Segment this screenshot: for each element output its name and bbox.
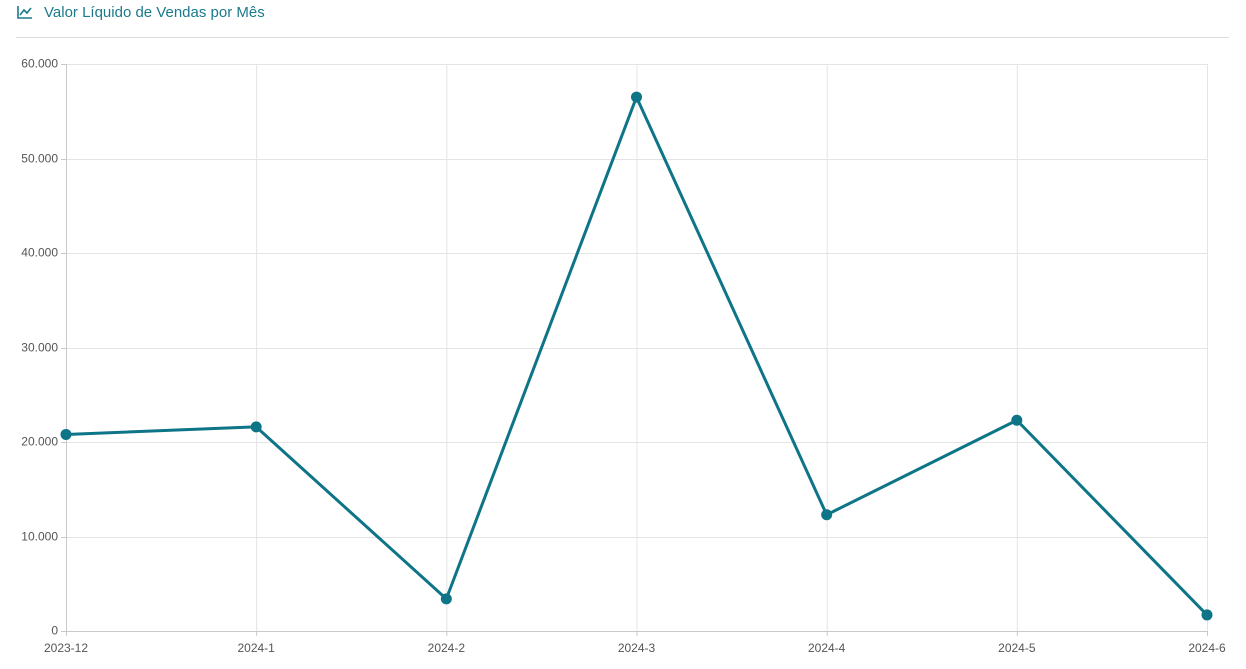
- x-tick-label: 2024-4: [808, 641, 846, 655]
- y-tick-label: 40.000: [21, 246, 58, 260]
- y-tick-label: 0: [51, 624, 58, 638]
- point: [1011, 414, 1023, 426]
- point: [631, 91, 642, 103]
- y-tick-label: 30.000: [21, 341, 58, 355]
- x-tick-label: 2024-2: [428, 641, 466, 655]
- x-tick-label: 2024-3: [618, 641, 656, 655]
- x-tick-label: 2023-12: [44, 641, 88, 655]
- point: [821, 509, 833, 521]
- y-tick-label: 60.000: [21, 57, 58, 71]
- y-tick-label: 20.000: [21, 435, 58, 449]
- y-tick-label: 50.000: [21, 152, 58, 166]
- chart-title: Valor Líquido de Vendas por Mês: [44, 4, 265, 21]
- point: [250, 421, 262, 433]
- y-tick-label: 10.000: [21, 530, 58, 544]
- point: [1201, 609, 1213, 621]
- x-tick-label: 2024-5: [998, 641, 1036, 655]
- point: [60, 428, 72, 440]
- title-icon: [17, 6, 32, 19]
- x-tick-label: 2024-6: [1188, 641, 1226, 655]
- point: [440, 593, 452, 605]
- x-tick-label: 2024-1: [237, 641, 275, 655]
